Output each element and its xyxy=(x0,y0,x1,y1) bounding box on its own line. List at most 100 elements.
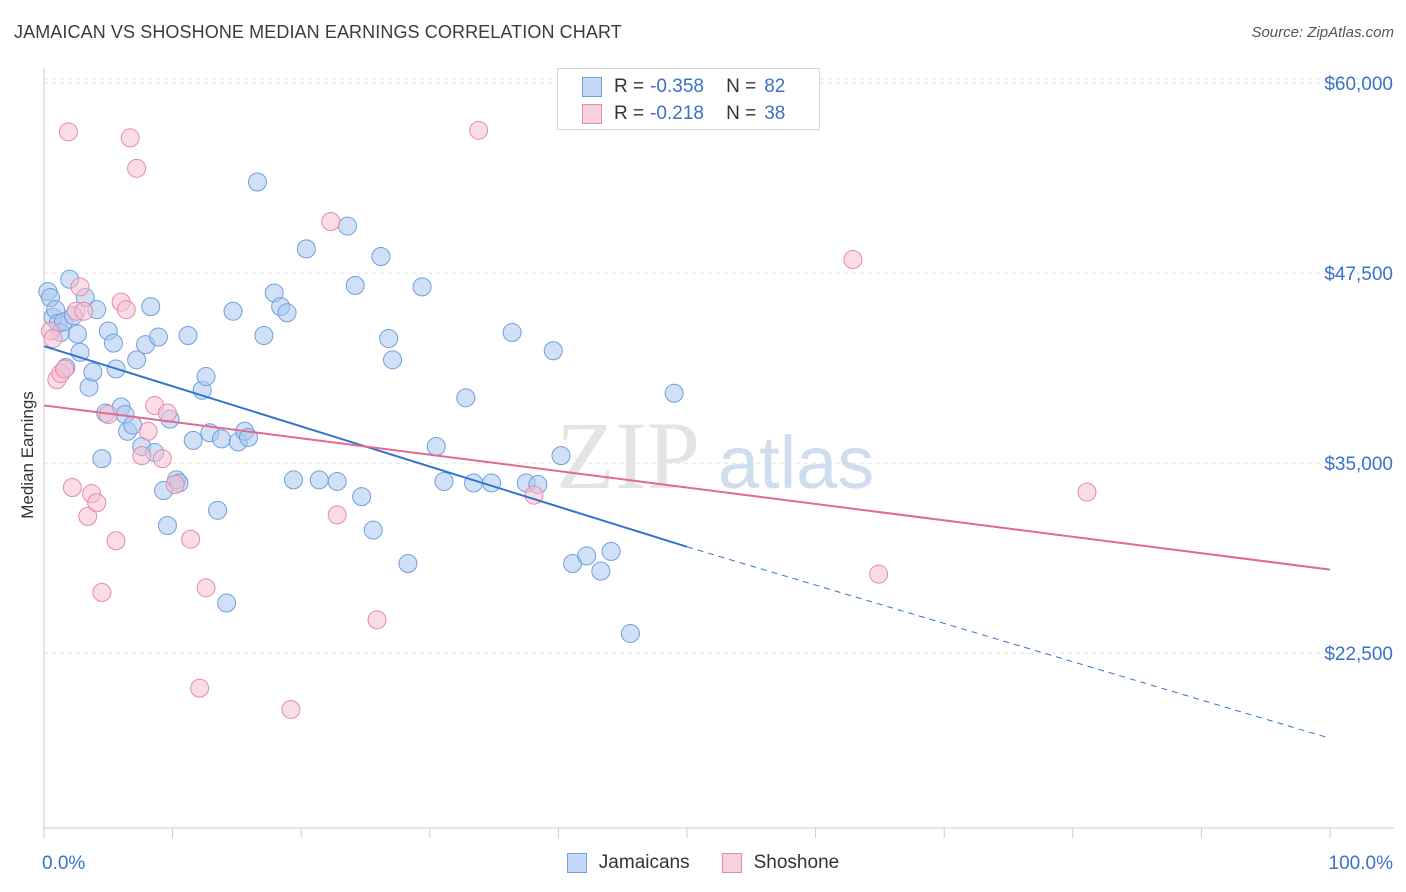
jamaicans-point xyxy=(83,362,103,382)
r-label: R = xyxy=(614,103,645,124)
jamaicans-point xyxy=(211,429,231,449)
shoshone-point xyxy=(55,359,75,379)
shoshone-point xyxy=(78,506,98,526)
shoshone-point xyxy=(157,403,177,423)
axes xyxy=(43,68,1394,838)
legend-label-jamaicans: Jamaicans xyxy=(598,852,690,873)
r-label: R = xyxy=(614,76,645,97)
jamaicans-point xyxy=(664,383,684,403)
x-tick-label: 100.0% xyxy=(1329,853,1394,874)
shoshone-point xyxy=(87,493,107,513)
jamaicans-point xyxy=(208,500,228,520)
jamaicans-point xyxy=(196,367,216,387)
x-tick-label: 0.0% xyxy=(42,853,85,874)
shoshone-point xyxy=(58,122,78,142)
jamaicans-trend-extension xyxy=(686,546,1331,739)
jamaicans-swatch xyxy=(582,77,602,97)
chart-title: JAMAICAN VS SHOSHONE MEDIAN EARNINGS COR… xyxy=(14,22,622,42)
legend-row-jamaicans: R = -0.358 N = 82 xyxy=(582,74,785,100)
jamaicans-point xyxy=(620,623,640,643)
jamaicans-point xyxy=(254,326,274,346)
jamaicans-point xyxy=(103,333,123,353)
shoshone-point xyxy=(74,301,94,321)
r-value: -0.358 xyxy=(650,76,704,97)
jamaicans-point xyxy=(345,275,365,295)
jamaicans-point xyxy=(502,322,522,342)
y-tick-label: $35,000 xyxy=(1324,454,1393,475)
jamaicans-point xyxy=(217,593,237,613)
shoshone-point xyxy=(196,578,216,598)
shoshone-point xyxy=(127,158,147,178)
jamaicans-point xyxy=(178,326,198,346)
shoshone-point xyxy=(165,474,185,494)
shoshone-point xyxy=(43,329,63,349)
shoshone-point xyxy=(1077,482,1097,502)
legend-label-shoshone: Shoshone xyxy=(753,852,840,873)
jamaicans-point xyxy=(67,324,87,344)
shoshone-points xyxy=(40,120,1097,719)
shoshone-point xyxy=(190,678,210,698)
jamaicans-point xyxy=(456,388,476,408)
grid-lines xyxy=(44,78,1394,654)
r-value: -0.218 xyxy=(650,103,704,124)
stats-legend: R = -0.358 N = 82 R = -0.218 N = 38 xyxy=(557,68,820,130)
series-legend: Jamaicans Shoshone xyxy=(0,852,1406,874)
jamaicans-point xyxy=(309,470,329,490)
jamaicans-point xyxy=(434,471,454,491)
legend-item-jamaicans: Jamaicans xyxy=(566,852,690,874)
shoshone-point xyxy=(469,120,489,140)
jamaicans-point xyxy=(412,277,432,297)
jamaicans-point xyxy=(591,561,611,581)
watermark: ZIP atlas xyxy=(556,402,874,509)
n-label: N = xyxy=(726,103,757,124)
shoshone-point xyxy=(116,300,136,320)
shoshone-point xyxy=(869,564,889,584)
shoshone-point xyxy=(62,478,82,498)
shoshone-swatch xyxy=(582,104,602,124)
tick-labels: $22,500 $35,000 $47,500 $60,000 0.0% 100.0% xyxy=(42,74,1393,874)
jamaicans-point xyxy=(577,546,597,566)
jamaicans-point xyxy=(379,329,399,349)
jamaicans-point xyxy=(543,341,563,361)
y-tick-label: $60,000 xyxy=(1324,74,1393,95)
n-value: 82 xyxy=(764,76,786,97)
shoshone-point xyxy=(181,529,201,549)
jamaicans-point xyxy=(148,327,168,347)
jamaicans-point xyxy=(383,350,403,370)
shoshone-point xyxy=(152,449,172,469)
shoshone-point xyxy=(138,421,158,441)
jamaicans-point xyxy=(277,303,297,323)
jamaicans-point xyxy=(601,541,621,561)
jamaicans-swatch xyxy=(566,853,587,873)
legend-item-shoshone: Shoshone xyxy=(721,852,840,874)
jamaicans-point xyxy=(337,216,357,236)
shoshone-swatch xyxy=(721,853,742,873)
shoshone-point xyxy=(321,212,341,232)
shoshone-point xyxy=(92,582,112,602)
jamaicans-point xyxy=(363,520,383,540)
jamaicans-point xyxy=(283,470,303,490)
n-label: N = xyxy=(726,76,757,97)
trend-lines xyxy=(43,345,1331,739)
shoshone-point xyxy=(70,277,90,297)
jamaicans-point xyxy=(398,554,418,574)
shoshone-point xyxy=(367,610,387,630)
shoshone-trend-line xyxy=(43,404,1331,571)
jamaicans-point xyxy=(141,297,161,317)
shoshone-point xyxy=(281,699,301,719)
shoshone-point xyxy=(106,531,126,551)
shoshone-point xyxy=(843,250,863,270)
watermark-zip: ZIP xyxy=(556,402,700,509)
jamaicans-point xyxy=(352,487,372,507)
y-tick-label: $47,500 xyxy=(1324,264,1393,285)
jamaicans-point xyxy=(127,350,147,370)
jamaicans-point xyxy=(371,246,391,266)
jamaicans-point xyxy=(92,449,112,469)
jamaicans-point xyxy=(247,172,267,192)
shoshone-point xyxy=(120,128,140,148)
jamaicans-point xyxy=(327,471,347,491)
legend-row-shoshone: R = -0.218 N = 38 xyxy=(582,101,785,127)
shoshone-point xyxy=(132,446,152,466)
jamaicans-point xyxy=(296,239,316,259)
